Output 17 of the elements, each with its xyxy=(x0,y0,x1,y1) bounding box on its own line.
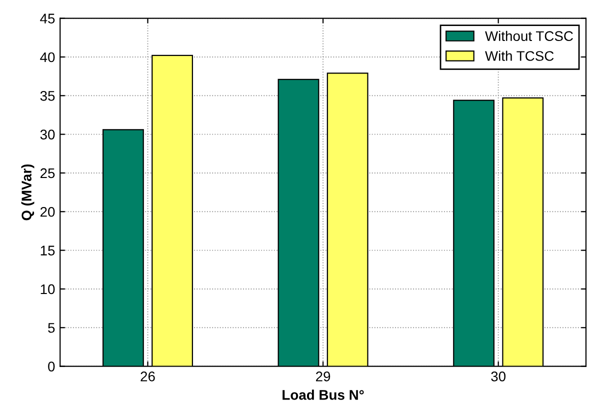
y-tick-label: 35 xyxy=(40,90,55,101)
y-axis-title: Q (MVar) xyxy=(21,164,34,220)
y-tick-label: 25 xyxy=(40,168,55,178)
x-tick-label: 30 xyxy=(491,372,506,382)
x-tick-label: 29 xyxy=(316,372,330,382)
x-axis-title: Load Bus N° xyxy=(282,390,364,400)
y-tick-label: 45 xyxy=(40,14,55,24)
legend-label: Without TCSC xyxy=(485,30,573,42)
y-tick-label: 0 xyxy=(48,362,55,372)
y-tick-label: 15 xyxy=(40,246,55,256)
y-tick-label: 20 xyxy=(40,206,55,217)
legend-label: With TCSC xyxy=(485,50,554,61)
x-tick-label: 26 xyxy=(140,372,155,382)
y-tick-label: 10 xyxy=(40,284,55,294)
y-tick-label: 5 xyxy=(48,323,55,333)
y-tick-label: 40 xyxy=(40,52,55,62)
y-tick-label: 30 xyxy=(40,130,55,140)
